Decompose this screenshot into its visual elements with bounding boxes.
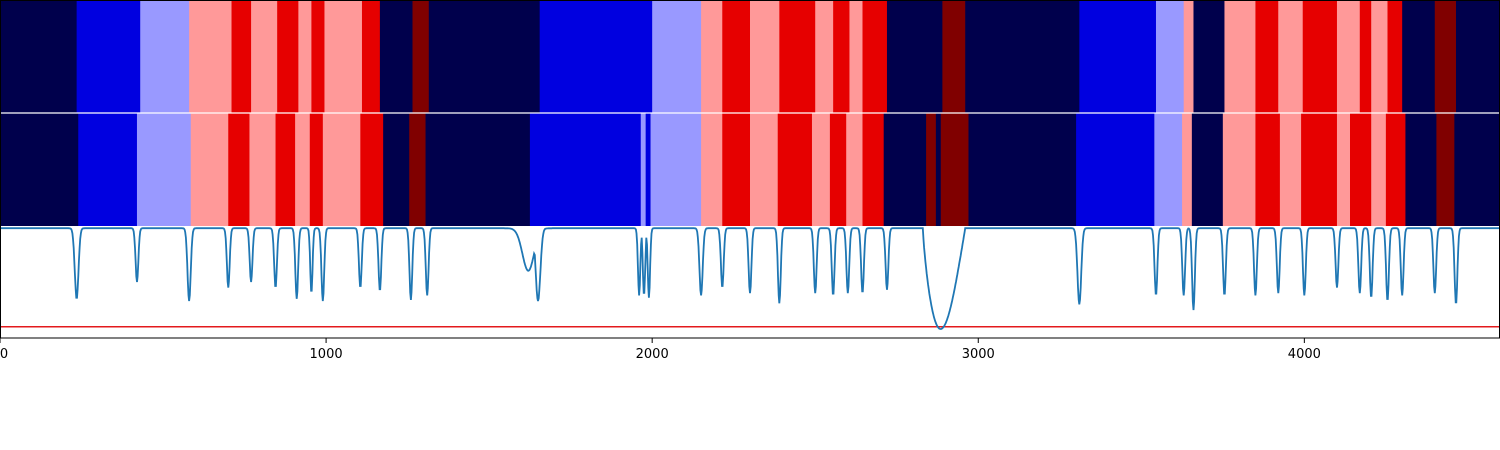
segment-bottom-43 [1405,113,1438,226]
segment-top-26 [965,0,1080,113]
segment-bottom-10 [360,113,384,226]
segment-bottom-4 [228,113,251,226]
segment-top-35 [1336,0,1361,113]
segment-top-33 [1278,0,1304,113]
segment-top-5 [251,0,278,113]
segment-bottom-26 [883,113,927,226]
segment-bottom-17 [650,113,702,226]
segment-top-3 [189,0,233,113]
segment-top-29 [1183,0,1195,113]
segment-top-41 [1455,0,1500,113]
segment-top-31 [1224,0,1257,113]
segmentation-track-bottom [0,113,1500,226]
segment-bottom-27 [926,113,937,226]
segment-top-39 [1402,0,1436,113]
segment-bottom-18 [701,113,723,226]
segment-top-37 [1371,0,1389,113]
segment-bottom-20 [750,113,779,226]
segment-bottom-11 [383,113,410,226]
segment-top-14 [539,0,653,113]
segment-bottom-3 [190,113,229,226]
segment-top-25 [942,0,966,113]
x-tick-label-4: 4000 [1288,347,1321,362]
segment-bottom-39 [1336,113,1351,226]
segment-bottom-7 [295,113,311,226]
segment-top-17 [722,0,751,113]
segment-bottom-16 [645,113,652,226]
segment-top-0 [0,0,78,113]
segment-top-18 [750,0,780,113]
segment-bottom-33 [1182,113,1193,226]
segment-bottom-5 [249,113,277,226]
segmentation-track-top [0,0,1500,113]
segment-top-28 [1155,0,1185,113]
segment-bottom-35 [1222,113,1257,226]
segment-top-4 [231,0,252,113]
x-tick-label-1: 1000 [310,347,343,362]
segment-top-30 [1193,0,1226,113]
x-tick-label-0: 0 [0,347,8,362]
segment-bottom-44 [1436,113,1455,226]
segment-bottom-12 [409,113,427,226]
segment-top-19 [779,0,816,113]
segment-top-36 [1359,0,1372,113]
segment-bottom-34 [1191,113,1224,226]
segment-bottom-32 [1154,113,1183,226]
x-axis: 0 1000 2000 3000 4000 [0,338,1321,362]
signal-panel [0,226,1500,338]
segment-bottom-1 [78,113,138,226]
segment-bottom-37 [1279,113,1302,226]
segment-bottom-31 [1076,113,1155,226]
segment-top-24 [886,0,943,113]
segment-bottom-29 [940,113,970,226]
segment-bottom-8 [309,113,324,226]
segment-bottom-25 [862,113,885,226]
segment-top-12 [412,0,430,113]
segment-bottom-40 [1350,113,1372,226]
segment-top-6 [277,0,299,113]
segment-bottom-19 [722,113,751,226]
segment-top-9 [324,0,363,113]
segment-bottom-36 [1255,113,1281,226]
signal-series-line [0,227,1500,330]
segment-top-2 [140,0,190,113]
segment-bottom-21 [777,113,813,226]
segment-bottom-45 [1454,113,1500,226]
segment-bottom-24 [846,113,864,226]
segment-bottom-22 [811,113,831,226]
segment-bottom-30 [968,113,1077,226]
segment-top-11 [379,0,414,113]
segment-top-23 [862,0,888,113]
segment-bottom-13 [425,113,531,226]
segment-bottom-15 [640,113,647,226]
segment-top-32 [1255,0,1279,113]
x-tick-label-2: 2000 [636,347,669,362]
segment-bottom-2 [136,113,192,226]
segment-top-40 [1434,0,1457,113]
segment-top-21 [833,0,851,113]
segment-top-34 [1302,0,1338,113]
segment-top-38 [1387,0,1403,113]
x-tick-label-3: 3000 [962,347,995,362]
segment-bottom-23 [829,113,847,226]
segment-top-1 [76,0,141,113]
segment-bottom-6 [275,113,296,226]
segment-top-7 [298,0,313,113]
segment-top-10 [361,0,381,113]
segment-top-13 [428,0,541,113]
segment-top-16 [701,0,723,113]
segment-bottom-41 [1371,113,1387,226]
segment-top-22 [849,0,864,113]
segment-top-20 [815,0,834,113]
segment-top-15 [652,0,702,113]
segment-top-8 [311,0,326,113]
segment-bottom-14 [529,113,642,226]
segment-bottom-38 [1301,113,1338,226]
segment-bottom-28 [935,113,942,226]
segment-bottom-9 [322,113,361,226]
segment-top-27 [1079,0,1157,113]
segment-bottom-42 [1385,113,1407,226]
segment-bottom-0 [0,113,79,226]
